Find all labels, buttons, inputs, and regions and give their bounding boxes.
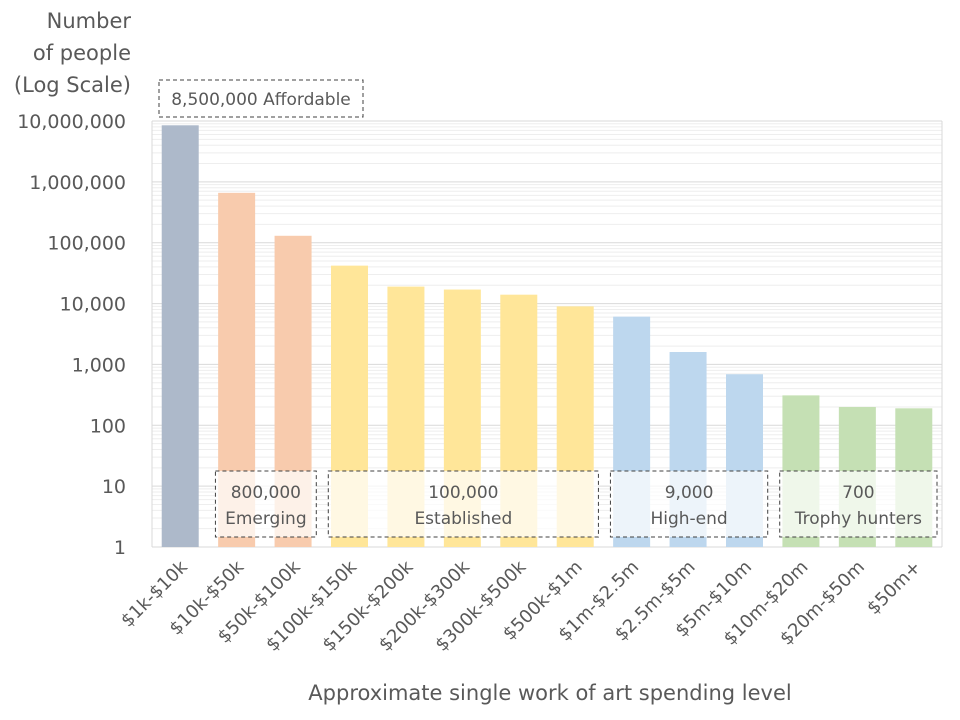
annotation-box [158, 79, 364, 118]
annotation-total: 800,000 [231, 483, 301, 503]
y-tick-label: 10,000 [60, 294, 126, 316]
annotation-name: Established [414, 509, 512, 529]
y-tick-label: 10 [102, 476, 126, 498]
annotation-total: 100,000 [428, 483, 498, 503]
annotation-box [214, 470, 317, 538]
group-annotation: 100,000 Established [327, 470, 599, 538]
annotation-box [327, 470, 599, 538]
bar [161, 125, 199, 548]
y-axis-title-line: of people [33, 41, 131, 65]
annotation-label: 8,500,000 Affordable [171, 90, 351, 110]
annotation-total: 700 [842, 483, 874, 503]
y-tick-label: 1 [114, 537, 126, 559]
x-axis-title: Approximate single work of art spending … [308, 681, 791, 705]
y-axis-title: Number of people (Log Scale) [14, 9, 131, 97]
y-tick-label: 100 [90, 415, 126, 437]
y-axis-title-line: (Log Scale) [14, 73, 131, 97]
annotation-total: 9,000 [665, 483, 714, 503]
annotation-box [779, 470, 938, 538]
y-tick-label: 1,000 [72, 354, 126, 376]
group-annotation: 8,500,000 Affordable [158, 79, 364, 118]
annotation-name: High-end [650, 509, 727, 529]
y-tick-label: 10,000,000 [17, 111, 126, 133]
group-annotation: 700 Trophy hunters [779, 470, 938, 538]
annotation-box [609, 470, 769, 538]
annotation-name: Trophy hunters [794, 509, 922, 529]
annotation-name: Emerging [225, 509, 307, 529]
group-annotation: 9,000 High-end [609, 470, 769, 538]
y-axis-title-line: Number [47, 9, 132, 33]
y-tick-label: 100,000 [47, 233, 126, 255]
group-annotation: 800,000 Emerging [214, 470, 317, 538]
x-tick-label: $50m+ [863, 557, 925, 619]
y-tick-label: 1,000,000 [29, 172, 126, 194]
